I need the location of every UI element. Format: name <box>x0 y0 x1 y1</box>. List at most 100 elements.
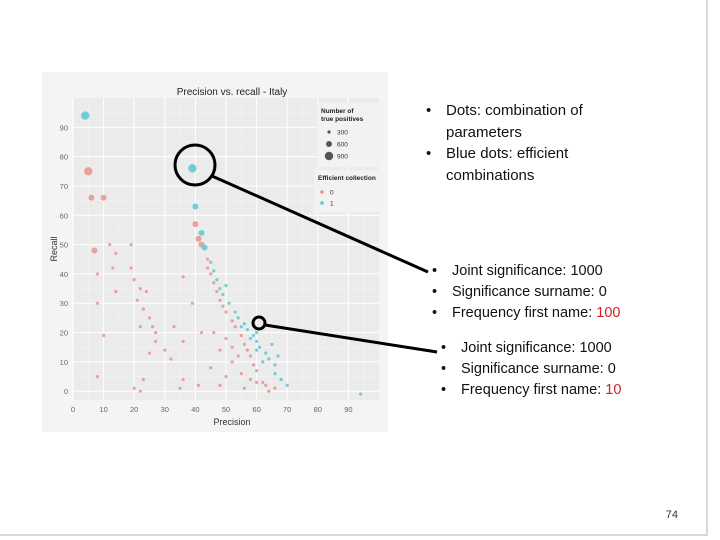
bullet-list-params-b: Joint significance: 1000 Significance su… <box>439 338 709 401</box>
data-point-not-efficient <box>218 348 222 352</box>
data-point-not-efficient <box>212 281 216 285</box>
data-point-not-efficient <box>135 298 139 302</box>
color-legend-marker <box>320 190 324 194</box>
data-point-efficient <box>285 383 289 387</box>
data-point-not-efficient <box>209 272 213 276</box>
x-tick-label: 30 <box>161 405 169 414</box>
size-legend-title-line: Number of <box>321 108 354 115</box>
data-point-efficient <box>255 339 259 343</box>
data-point-efficient <box>192 203 199 210</box>
data-point-not-efficient <box>218 298 222 302</box>
data-point-efficient <box>242 322 246 326</box>
data-point-efficient <box>273 372 277 376</box>
data-point-not-efficient <box>251 363 256 367</box>
data-point-not-efficient <box>195 235 202 242</box>
y-tick-label: 60 <box>60 211 68 220</box>
data-point-not-efficient <box>169 357 173 361</box>
data-point-not-efficient <box>154 330 158 335</box>
data-point-not-efficient <box>212 330 216 335</box>
param-joint-significance: Joint significance: 1000 <box>430 261 700 282</box>
y-axis-label: Recall <box>49 236 59 261</box>
data-point-not-efficient <box>181 377 185 382</box>
data-point-not-efficient <box>150 325 155 329</box>
data-point-not-efficient <box>138 389 142 393</box>
data-point-efficient <box>248 336 253 341</box>
data-point-not-efficient <box>239 372 243 376</box>
data-point-efficient <box>270 342 274 346</box>
data-point-efficient <box>273 363 277 367</box>
data-point-not-efficient <box>196 383 201 387</box>
data-point-not-efficient <box>221 304 225 308</box>
y-tick-label: 70 <box>60 182 68 191</box>
data-point-not-efficient <box>236 354 240 358</box>
y-tick-label: 0 <box>64 387 68 396</box>
data-point-not-efficient <box>267 389 271 393</box>
data-point-not-efficient <box>199 330 204 335</box>
bullet-list-params-a: Joint significance: 1000 Significance su… <box>430 261 700 324</box>
data-point-not-efficient <box>224 374 228 379</box>
data-point-not-efficient <box>95 374 100 379</box>
data-point-not-efficient <box>129 243 133 247</box>
data-point-efficient <box>279 377 283 382</box>
data-point-efficient <box>81 111 90 120</box>
data-point-not-efficient <box>242 342 246 346</box>
color-legend-title: Efficient collection <box>318 175 376 182</box>
bullet-blue-dots: Blue dots: efficient combinations <box>424 143 654 186</box>
data-point-not-efficient <box>261 380 265 385</box>
chart-title: Precision vs. recall - Italy <box>177 87 288 98</box>
data-point-efficient <box>255 330 259 335</box>
data-point-efficient <box>209 260 213 264</box>
data-point-not-efficient <box>230 360 234 364</box>
x-tick-label: 80 <box>314 405 322 414</box>
y-tick-label: 50 <box>60 241 68 250</box>
data-points <box>81 111 363 396</box>
size-legend-title: Number of true positives <box>321 108 364 123</box>
data-point-efficient <box>233 310 237 314</box>
data-point-not-efficient <box>230 345 234 349</box>
data-point-efficient <box>236 316 240 320</box>
data-point-not-efficient <box>248 354 253 358</box>
x-tick-label: 90 <box>344 405 352 414</box>
data-point-not-efficient <box>147 316 152 320</box>
size-legend-label: 300 <box>337 130 348 137</box>
data-point-not-efficient <box>114 251 118 255</box>
data-point-not-efficient <box>132 386 136 390</box>
data-point-not-efficient <box>224 310 228 314</box>
data-point-efficient <box>251 333 256 338</box>
data-point-not-efficient <box>84 167 93 176</box>
data-point-efficient <box>264 351 268 355</box>
data-point-not-efficient <box>209 366 213 370</box>
data-point-efficient <box>276 354 280 358</box>
data-point-not-efficient <box>273 386 277 390</box>
size-legend: Number of true positives 300 600 900 <box>317 103 382 167</box>
data-point-not-efficient <box>264 383 268 387</box>
data-point-not-efficient <box>172 325 176 329</box>
x-tick-label: 10 <box>99 405 107 414</box>
data-point-efficient <box>212 269 216 273</box>
param-frequency-first-name: Frequency first name: 10 <box>439 380 709 401</box>
data-point-efficient <box>267 357 271 361</box>
data-point-not-efficient <box>245 348 250 352</box>
data-point-not-efficient <box>108 243 112 247</box>
data-point-efficient <box>215 278 219 282</box>
data-point-not-efficient <box>190 301 194 305</box>
data-point-efficient <box>258 345 262 349</box>
data-point-not-efficient <box>163 348 167 352</box>
data-point-not-efficient <box>181 275 185 279</box>
slide-border <box>0 0 708 536</box>
data-point-efficient <box>218 286 222 291</box>
size-legend-marker <box>324 151 334 161</box>
data-point-efficient <box>221 292 225 297</box>
data-point-efficient <box>227 301 231 305</box>
data-point-not-efficient <box>255 380 259 385</box>
x-axis-label: Precision <box>213 417 250 427</box>
data-point-not-efficient <box>230 319 234 323</box>
data-point-not-efficient <box>154 339 158 343</box>
data-point-not-efficient <box>242 386 246 390</box>
color-legend: Efficient collection 0 1 <box>314 170 382 212</box>
data-point-not-efficient <box>233 325 237 329</box>
size-legend-label: 600 <box>337 142 348 149</box>
data-point-not-efficient <box>95 272 100 276</box>
data-point-not-efficient <box>88 194 95 201</box>
